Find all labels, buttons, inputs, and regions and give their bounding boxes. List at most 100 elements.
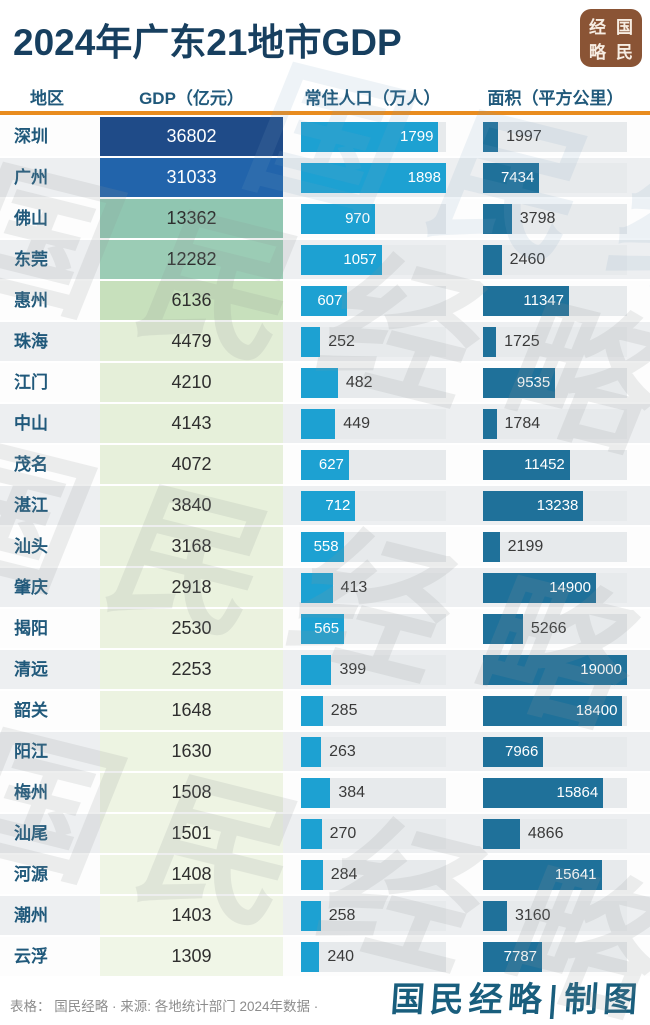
area-bar-track [483, 327, 627, 357]
table-row: 佛山 13362 970 3798 [0, 199, 650, 238]
gdp-value-cell: 3168 [100, 527, 283, 566]
area-value: 19000 [580, 661, 622, 678]
column-header-region: 地区 [30, 89, 64, 108]
table-row: 江门 4210 482 9535 [0, 363, 650, 402]
population-bar-track [301, 368, 446, 398]
population-bar-track [301, 573, 446, 603]
gdp-value-cell: 2918 [100, 568, 283, 607]
area-bar: 9535 [483, 368, 556, 398]
gdp-value-cell: 2253 [100, 650, 283, 689]
population-bar-track: 1057 [301, 245, 446, 275]
population-value: 270 [329, 825, 357, 842]
gdp-value-cell: 6136 [100, 281, 283, 320]
population-bar-track [301, 409, 446, 439]
area-bar-track: 18400 [483, 696, 627, 726]
gdp-value-cell: 31033 [100, 158, 283, 197]
table-row: 肇庆 2918 413 14900 [0, 568, 650, 607]
city-name: 东莞 [14, 250, 48, 269]
gdp-value-cell: 1630 [100, 732, 283, 771]
population-bar [301, 573, 333, 603]
population-bar: 558 [301, 532, 344, 562]
area-value: 15864 [556, 784, 599, 801]
column-header-population: 常住人口（万人） [304, 89, 441, 108]
gdp-value-cell: 1501 [100, 814, 283, 853]
city-name: 茂名 [14, 455, 48, 474]
area-bar-track [483, 901, 627, 931]
population-bar: 712 [301, 491, 356, 521]
population-bar [301, 778, 331, 808]
gdp-value-cell: 36802 [100, 117, 283, 156]
table-row: 汕头 3168 558 2199 [0, 527, 650, 566]
area-bar-track [483, 204, 627, 234]
population-bar-track: 627 [301, 450, 446, 480]
area-value: 2199 [507, 538, 544, 555]
area-value: 1725 [504, 333, 540, 350]
city-name: 韶关 [14, 701, 48, 720]
table-row: 汕尾 1501 270 4866 [0, 814, 650, 853]
area-bar: 15641 [483, 860, 602, 890]
population-value: 284 [330, 866, 358, 883]
population-bar [301, 819, 322, 849]
city-name: 湛江 [14, 496, 48, 515]
population-bar [301, 696, 323, 726]
area-bar [483, 614, 523, 644]
logo-char: 略 [589, 43, 606, 63]
table-row: 湛江 3840 712 13238 [0, 486, 650, 525]
area-bar-track: 7434 [483, 163, 627, 193]
population-value: 712 [325, 497, 351, 514]
population-bar [301, 368, 338, 398]
population-bar-track [301, 901, 446, 931]
population-bar-track: 1898 [301, 163, 446, 193]
area-bar-track: 15641 [483, 860, 627, 890]
area-bar: 11452 [483, 450, 570, 480]
city-name: 广州 [14, 168, 48, 187]
area-bar-track: 7966 [483, 737, 627, 767]
area-bar: 11347 [483, 286, 569, 316]
gdp-value-cell: 1508 [100, 773, 283, 812]
area-value: 13238 [536, 497, 579, 514]
area-value: 1997 [506, 128, 542, 145]
population-bar [301, 860, 323, 890]
gdp-value-cell: 1648 [100, 691, 283, 730]
credit-signature: 国民经略|制图 [388, 980, 644, 1020]
population-bar-track: 607 [301, 286, 446, 316]
population-value: 285 [330, 702, 358, 719]
population-bar-track [301, 737, 446, 767]
area-bar: 19000 [483, 655, 627, 685]
city-name: 中山 [14, 414, 48, 433]
area-bar-track [483, 122, 627, 152]
population-bar: 1057 [301, 245, 382, 275]
population-value: 399 [339, 661, 367, 678]
area-value: 4866 [527, 825, 564, 842]
gdp-value-cell: 3840 [100, 486, 283, 525]
area-value: 7966 [504, 743, 539, 760]
area-bar-track [483, 245, 627, 275]
city-name: 惠州 [14, 291, 48, 310]
gdp-value-cell: 4143 [100, 404, 283, 443]
area-bar-track: 11452 [483, 450, 627, 480]
gdp-value-cell: 1408 [100, 855, 283, 894]
area-value: 18400 [575, 702, 618, 719]
gdp-value-cell: 12282 [100, 240, 283, 279]
area-bar: 7787 [483, 942, 543, 972]
area-bar [483, 409, 497, 439]
city-name: 清远 [14, 660, 48, 679]
population-value: 607 [317, 292, 343, 309]
table-row: 揭阳 2530 565 5266 [0, 609, 650, 648]
area-bar: 18400 [483, 696, 623, 726]
table-row: 广州 31033 1898 7434 [0, 158, 650, 197]
population-bar: 1898 [301, 163, 446, 193]
area-bar-track: 14900 [483, 573, 627, 603]
city-name: 梅州 [14, 783, 48, 802]
population-value: 558 [313, 538, 339, 555]
population-bar: 970 [301, 204, 376, 234]
population-value: 1799 [400, 128, 434, 145]
table-row: 清远 2253 399 19000 [0, 650, 650, 689]
population-bar [301, 409, 336, 439]
table-row: 云浮 1309 240 7787 [0, 937, 650, 976]
area-bar: 14900 [483, 573, 596, 603]
area-value: 7787 [503, 948, 538, 965]
population-bar-track: 1799 [301, 122, 446, 152]
area-bar-track [483, 819, 627, 849]
area-value: 1784 [504, 415, 541, 432]
